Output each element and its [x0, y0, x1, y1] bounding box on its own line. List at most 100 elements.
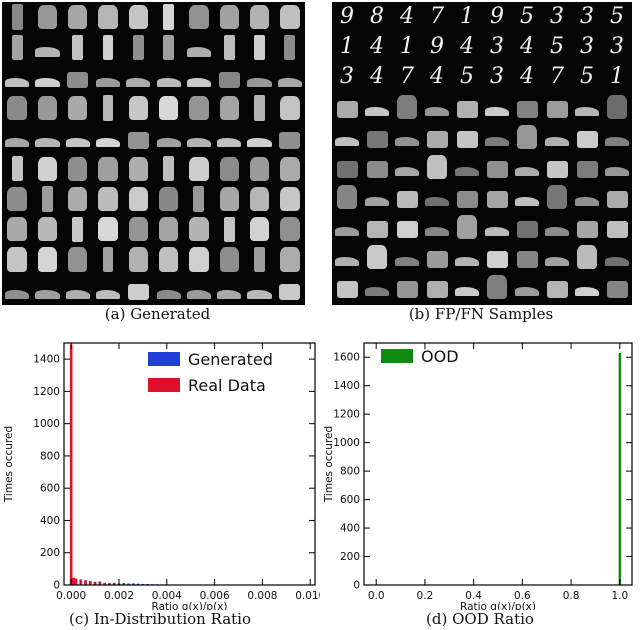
- sample-thumbnail: [244, 154, 274, 184]
- sample-thumbnail: [63, 184, 93, 214]
- caption-a: (a) Generated: [104, 305, 211, 323]
- sample-thumbnail: [482, 212, 512, 242]
- digit-thumbnail: 3: [490, 64, 504, 89]
- x-tick-label: 0.000: [56, 590, 86, 602]
- sample-thumbnail: [63, 123, 93, 153]
- sample-thumbnail: [482, 242, 512, 272]
- sample-thumbnail: [214, 184, 244, 214]
- sample-thumbnail: [422, 92, 452, 122]
- histogram-bar: [127, 583, 130, 585]
- sample-thumbnail: [452, 242, 482, 272]
- sample-thumbnail: [32, 214, 62, 244]
- sample-thumbnail: [32, 93, 62, 123]
- sample-thumbnail: [602, 152, 632, 182]
- sample-thumbnail: [32, 154, 62, 184]
- sample-thumbnail: [452, 92, 482, 122]
- sample-thumbnail: [572, 272, 602, 302]
- sample-thumbnail: [362, 182, 392, 212]
- y-axis-label: Times occured: [323, 426, 335, 503]
- y-tick-label: 200: [340, 551, 360, 563]
- sample-thumbnail: [214, 154, 244, 184]
- caption-d: (d) OOD Ratio: [426, 610, 534, 628]
- sample-thumbnail: [602, 92, 632, 122]
- sample-thumbnail: [244, 63, 274, 93]
- sample-thumbnail: [542, 92, 572, 122]
- sample-thumbnail: [332, 272, 362, 302]
- in-distribution-histogram: 0.000 0.002 0.004 0.006 0.008 0.010 0 200 400 600…: [3, 342, 325, 613]
- sample-thumbnail: [2, 184, 32, 214]
- sample-thumbnail: [184, 63, 214, 93]
- sample-thumbnail: [275, 214, 305, 244]
- sample-thumbnail: [244, 275, 274, 305]
- histogram-bar: [93, 581, 97, 585]
- sample-thumbnail: [184, 275, 214, 305]
- sample-thumbnail: [422, 152, 452, 182]
- x-tick-label: 0.006: [200, 590, 230, 602]
- sample-thumbnail: [154, 2, 184, 32]
- y-tick-label: 600: [40, 483, 60, 495]
- sample-thumbnail: [392, 272, 422, 302]
- sample-thumbnail: [154, 123, 184, 153]
- sample-thumbnail: [602, 182, 632, 212]
- sample-thumbnail: [154, 244, 184, 274]
- sample-thumbnail: [542, 242, 572, 272]
- digit-thumbnail: 1: [340, 34, 354, 59]
- sample-thumbnail: [332, 242, 362, 272]
- sample-thumbnail: [154, 184, 184, 214]
- sample-thumbnail: [572, 122, 602, 152]
- y-tick-label: 1400: [333, 380, 360, 392]
- x-tick-label: 0.8: [563, 590, 580, 602]
- y-tick-label: 800: [40, 450, 60, 462]
- sample-thumbnail: [512, 182, 542, 212]
- sample-thumbnail: [93, 275, 123, 305]
- sample-thumbnail: [392, 122, 422, 152]
- sample-thumbnail: [123, 2, 153, 32]
- y-tick-label: 0: [353, 580, 360, 592]
- sample-thumbnail: [154, 93, 184, 123]
- sample-thumbnail: [275, 275, 305, 305]
- x-tick-label: 0.4: [465, 590, 482, 602]
- sample-thumbnail: [2, 214, 32, 244]
- sample-thumbnail: [214, 123, 244, 153]
- x-tick-label: 0.0: [368, 590, 385, 602]
- sample-thumbnail: [214, 244, 244, 274]
- sample-thumbnail: [482, 272, 512, 302]
- sample-thumbnail: [452, 212, 482, 242]
- digit-thumbnail: 5: [610, 4, 624, 29]
- sample-thumbnail: [275, 244, 305, 274]
- x-tick-label: 0.6: [514, 590, 531, 602]
- sample-thumbnail: [275, 63, 305, 93]
- digit-thumbnail: 7: [550, 64, 564, 89]
- sample-thumbnail: [184, 244, 214, 274]
- sample-thumbnail: [244, 123, 274, 153]
- sample-thumbnail: [362, 242, 392, 272]
- legend-swatch: [148, 378, 180, 392]
- sample-thumbnail: [123, 93, 153, 123]
- sample-thumbnail: [392, 152, 422, 182]
- digit-thumbnail: 7: [430, 4, 444, 29]
- sample-thumbnail: [154, 32, 184, 62]
- sample-thumbnail: [2, 154, 32, 184]
- sample-thumbnail: [123, 244, 153, 274]
- sample-thumbnail: [482, 182, 512, 212]
- sample-thumbnail: [32, 32, 62, 62]
- sample-thumbnail: [93, 63, 123, 93]
- sample-thumbnail: [602, 272, 632, 302]
- histogram-bar: [136, 583, 140, 585]
- sample-thumbnail: [93, 123, 123, 153]
- panel-d: 0.0 0.2 0.4 0.6 0.8 1.0 0 200 400 600 800 1000 1200 1…: [320, 330, 640, 630]
- sample-thumbnail: [184, 184, 214, 214]
- y-tick-label: 0: [53, 580, 60, 592]
- digit-thumbnail: 1: [460, 4, 474, 29]
- sample-thumbnail: [2, 275, 32, 305]
- sample-thumbnail: [602, 242, 632, 272]
- sample-thumbnail: [184, 2, 214, 32]
- y-tick-label: 200: [40, 547, 60, 559]
- x-tick-label: 0.010: [295, 590, 320, 602]
- histogram-bar: [108, 583, 111, 585]
- sample-thumbnail: [542, 182, 572, 212]
- digit-thumbnail: 3: [550, 4, 564, 29]
- sample-thumbnail: [214, 275, 244, 305]
- sample-thumbnail: [63, 2, 93, 32]
- sample-thumbnail: [63, 244, 93, 274]
